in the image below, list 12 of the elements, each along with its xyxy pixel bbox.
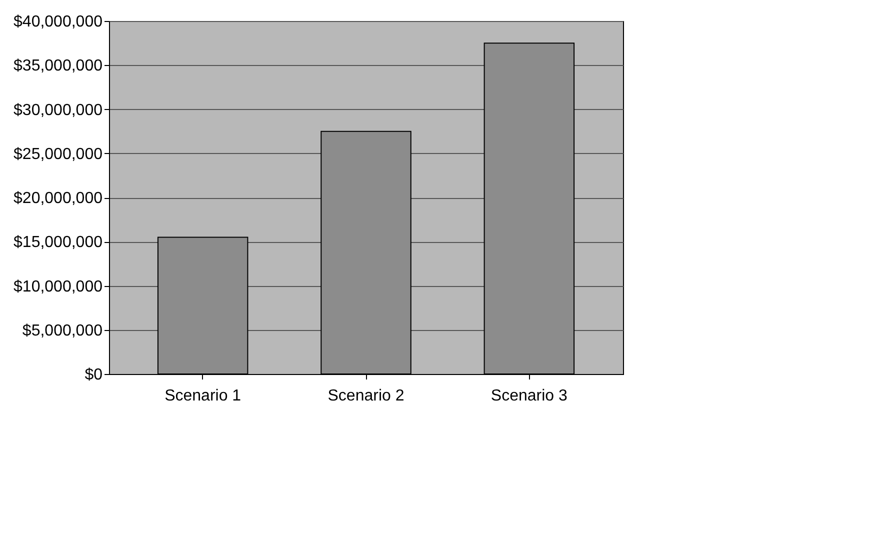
x-tick-label: Scenario 2 (328, 388, 404, 404)
y-tick-label: $0 (84, 366, 103, 384)
y-tick-label: $40,000,000 (14, 14, 103, 30)
y-tick-label: $25,000,000 (14, 146, 103, 163)
y-tick-label: $20,000,000 (14, 190, 103, 207)
y-tick-label: $30,000,000 (14, 102, 103, 119)
y-tick-label: $35,000,000 (14, 58, 103, 75)
y-tick-label: $15,000,000 (14, 234, 103, 252)
x-tick-label: Scenario 1 (164, 388, 242, 404)
x-tick-label: Scenario 3 (490, 388, 568, 404)
y-tick-label: $10,000,000 (14, 278, 103, 296)
y-tick-label: $5,000,000 (22, 322, 103, 340)
